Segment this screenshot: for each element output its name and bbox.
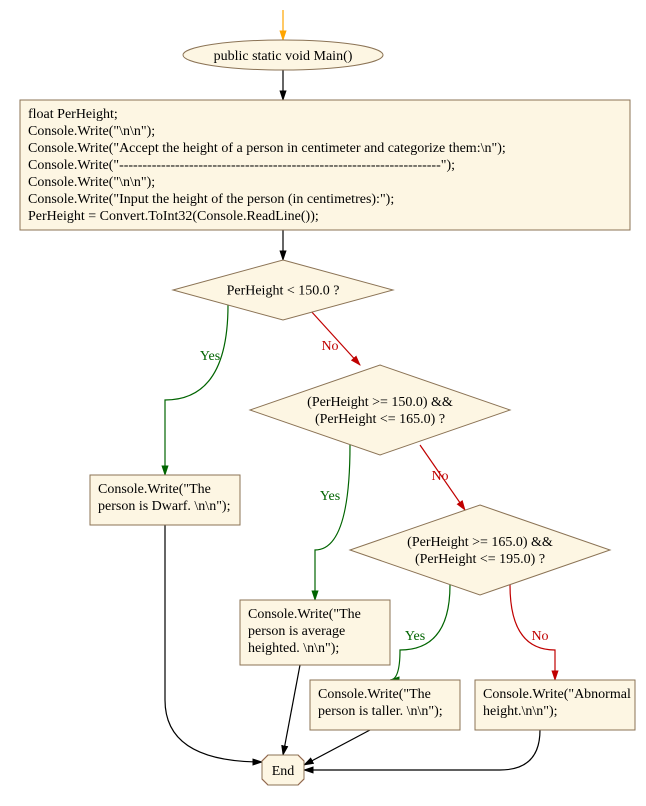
svg-text:Console.Write("Input the heigh: Console.Write("Input the height of the p… [28,192,394,207]
edge-label-7: Yes [405,629,425,644]
edge-11 [304,730,370,765]
svg-text:Console.Write("Abnormal: Console.Write("Abnormal [483,687,631,702]
svg-text:Console.Write("Accept the heig: Console.Write("Accept the height of a pe… [28,141,506,156]
node-out_abnormal: Console.Write("Abnormal height.\n\n"); [475,680,635,730]
node-end: End [262,755,304,785]
svg-text:End: End [272,764,295,779]
svg-text:(PerHeight <= 195.0) ?: (PerHeight <= 195.0) ? [415,552,545,567]
nodes-layer: public static void Main() float PerHeight… [20,40,635,785]
node-out_taller: Console.Write("The person is taller. \n\n… [310,680,460,730]
edge-label-4: No [321,339,338,354]
edge-10 [283,665,300,755]
svg-text:(PerHeight >= 150.0) &&: (PerHeight >= 150.0) && [307,395,453,410]
node-out_average: Console.Write("The person is average heigh… [240,600,390,665]
node-start: public static void Main() [183,40,383,70]
node-out_dwarf: Console.Write("The person is Dwarf. \n\n"… [90,475,240,525]
svg-text:float PerHeight;: float PerHeight; [28,107,118,122]
svg-text:Console.Write("---------------: Console.Write("-------------------------… [28,158,455,173]
node-cond2: (PerHeight >= 150.0) && (PerHeight <= 165… [250,365,510,455]
edge-label-6: No [431,469,448,484]
svg-text:(PerHeight <= 165.0) ?: (PerHeight <= 165.0) ? [315,412,445,427]
edge-label-3: Yes [200,349,220,364]
edge-3 [165,305,228,475]
edge-label-5: Yes [320,489,340,504]
svg-text:person is average: person is average [248,624,345,639]
svg-text:Console.Write("The: Console.Write("The [98,482,211,497]
node-cond1: PerHeight < 150.0 ? [173,260,393,320]
svg-text:Console.Write("\n\n");: Console.Write("\n\n"); [28,175,155,190]
edge-4 [310,310,360,365]
svg-text:person is Dwarf. \n\n");: person is Dwarf. \n\n"); [98,499,230,514]
svg-text:PerHeight = Convert.ToInt32(Co: PerHeight = Convert.ToInt32(Console.Read… [28,209,319,224]
flowchart-svg: public static void Main() float PerHeight… [0,0,646,806]
svg-text:height.\n\n");: height.\n\n"); [483,704,558,719]
svg-text:person is taller. \n\n");: person is taller. \n\n"); [318,704,443,719]
svg-text:PerHeight < 150.0 ?: PerHeight < 150.0 ? [227,284,340,299]
svg-text:heighted. \n\n");: heighted. \n\n"); [248,641,339,656]
edge-label-8: No [531,629,548,644]
svg-text:Console.Write("The: Console.Write("The [318,687,431,702]
edge-5 [315,445,350,600]
svg-text:(PerHeight >= 165.0) &&: (PerHeight >= 165.0) && [407,535,553,550]
svg-text:Console.Write("The: Console.Write("The [248,607,361,622]
svg-text:Console.Write("\n\n");: Console.Write("\n\n"); [28,124,155,139]
node-cond3: (PerHeight >= 165.0) && (PerHeight <= 195… [350,505,610,595]
svg-text:public static void Main(): public static void Main() [214,49,353,64]
edge-12 [304,730,540,770]
node-init_block: float PerHeight; Console.Write("\n\n"); Co… [20,100,630,230]
